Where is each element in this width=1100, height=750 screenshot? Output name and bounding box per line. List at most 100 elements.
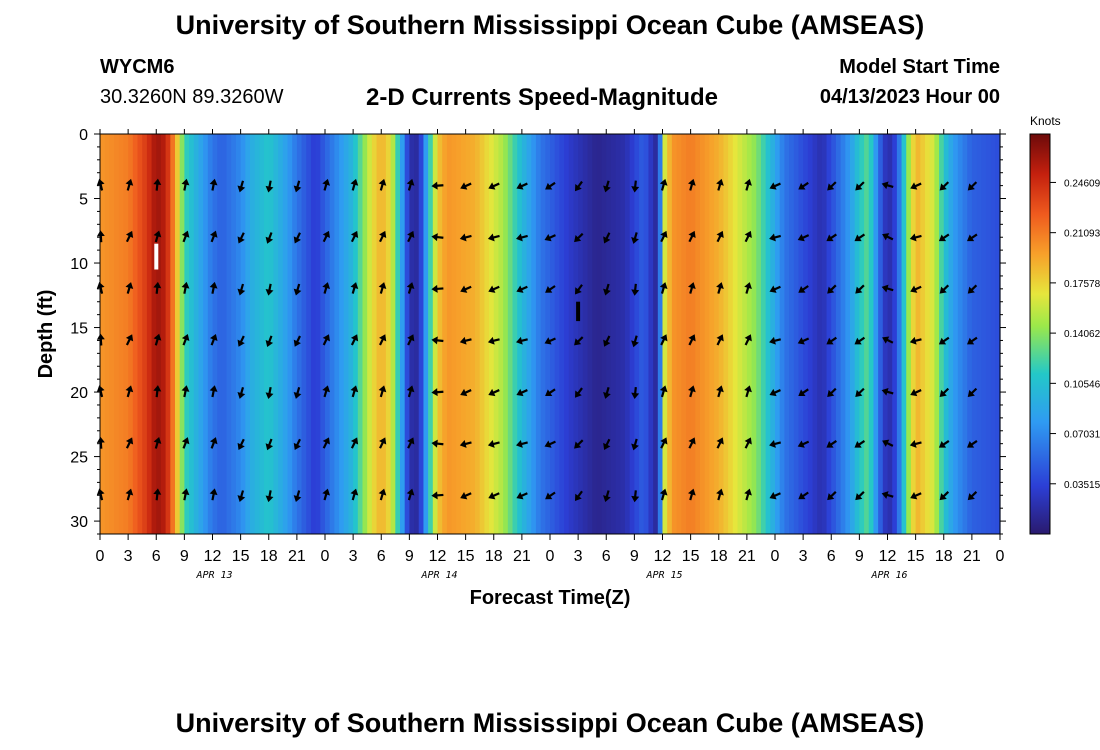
current-arrow — [631, 387, 640, 400]
heatmap-cell — [184, 134, 190, 534]
heatmap-cell — [779, 134, 785, 534]
heatmap-cell — [315, 134, 321, 534]
heatmap-cell — [610, 134, 617, 534]
current-arrow — [125, 437, 134, 449]
current-arrow — [516, 233, 528, 242]
x-axis: 0 3 6 9 12 15 18 21 0 3 6 9 12 15 18 21 0 3 6 9 12 15 18 21 0 3 6 9… — [96, 129, 1005, 565]
heatmap-cell — [446, 134, 453, 534]
heatmap-cell — [512, 134, 518, 534]
current-arrow — [716, 437, 724, 449]
heatmap-cell — [160, 134, 167, 534]
current-arrow — [716, 282, 724, 294]
x-tick-label: 9 — [180, 548, 189, 565]
heatmap-cell — [170, 134, 176, 534]
current-arrow — [265, 386, 274, 399]
heatmap-cell — [948, 134, 954, 534]
heatmap-cell — [896, 134, 903, 534]
heatmap-cell — [587, 134, 593, 534]
current-arrow — [716, 230, 724, 243]
current-arrow — [545, 388, 556, 397]
current-arrow — [293, 283, 302, 296]
current-arrow — [265, 335, 274, 348]
current-arrow — [769, 440, 782, 448]
heatmap-cell — [648, 134, 654, 534]
current-arrow — [153, 385, 162, 398]
current-arrow — [910, 388, 922, 397]
current-arrow — [209, 281, 218, 294]
heatmap-cell — [259, 134, 265, 534]
heatmap-cell — [559, 134, 565, 534]
current-arrow — [574, 336, 584, 346]
x-tick-label: 12 — [654, 548, 672, 565]
current-arrow — [181, 385, 190, 398]
heatmap-cell — [165, 134, 171, 534]
current-arrow — [322, 488, 331, 501]
heatmap-cell — [217, 134, 223, 534]
current-arrow — [574, 387, 583, 398]
current-arrow — [153, 488, 162, 501]
heatmap-cell — [367, 134, 373, 534]
heatmap-cell — [681, 134, 687, 534]
current-arrow — [882, 439, 894, 447]
current-arrow — [631, 438, 639, 451]
current-arrow — [487, 440, 500, 448]
heatmap-cell — [639, 134, 645, 534]
current-arrow — [153, 230, 162, 243]
current-arrow — [909, 233, 922, 242]
current-arrow — [181, 333, 190, 346]
heatmap-cell — [517, 134, 523, 534]
current-arrow — [826, 439, 837, 448]
current-arrow — [603, 490, 611, 503]
heatmap-cell — [151, 134, 157, 534]
x-tick-label: 6 — [827, 548, 836, 565]
current-arrow — [716, 178, 724, 191]
heatmap-cell — [629, 134, 635, 534]
heatmap-cell — [756, 134, 762, 534]
current-arrow — [460, 285, 472, 293]
heatmap-cell — [695, 134, 701, 534]
heatmap-cell — [310, 134, 317, 534]
heatmap-cell — [451, 134, 457, 534]
heatmap-cell — [929, 134, 935, 534]
current-arrow — [827, 181, 837, 191]
current-arrow — [855, 181, 865, 191]
current-arrow — [322, 437, 330, 449]
heatmap-cell — [104, 134, 110, 534]
heatmap-cell — [967, 134, 973, 534]
current-arrow — [688, 282, 696, 294]
current-arrow — [659, 488, 668, 501]
current-arrow — [574, 180, 583, 192]
heatmap-cell — [667, 134, 673, 534]
day-label: APR 15 — [645, 570, 682, 581]
current-arrow — [516, 336, 528, 345]
heatmap-cell — [114, 134, 120, 534]
heatmap-cell — [362, 134, 368, 534]
current-arrow — [716, 385, 724, 398]
current-arrow — [265, 438, 274, 451]
current-arrow — [826, 336, 837, 345]
current-arrow — [431, 388, 444, 397]
current-arrow — [854, 439, 866, 448]
heatmap-cell — [676, 134, 682, 534]
current-arrow — [322, 334, 330, 346]
x-tick-label: 15 — [907, 548, 925, 565]
current-arrow — [967, 387, 978, 397]
heatmap-cell — [235, 134, 242, 534]
heatmap-cell — [240, 134, 246, 534]
heatmap-cell — [601, 134, 607, 534]
heatmap-cell — [606, 134, 612, 534]
current-arrow — [659, 178, 668, 191]
x-tick-label: 12 — [204, 548, 222, 565]
heatmap-cell — [376, 134, 382, 534]
heatmap-cell — [189, 134, 195, 534]
heatmap-cell — [854, 134, 860, 534]
heatmap-cell — [282, 134, 289, 534]
heatmap-cell — [564, 134, 570, 534]
current-arrow — [181, 488, 190, 501]
heatmap-cell — [578, 134, 584, 534]
heatmap-cell — [118, 134, 125, 534]
heatmap-cell — [526, 134, 532, 534]
heatmap-cell — [592, 134, 598, 534]
heatmap-cell — [615, 134, 621, 534]
x-tick-label: 12 — [879, 548, 897, 565]
